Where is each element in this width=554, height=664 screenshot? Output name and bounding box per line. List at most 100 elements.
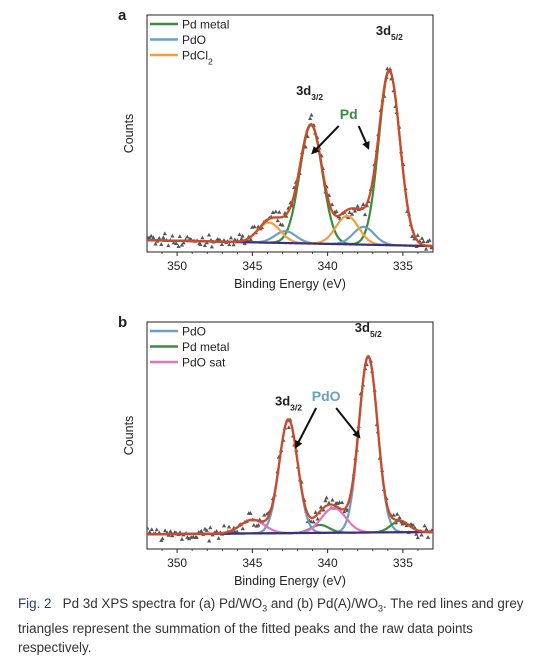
- annotation-sub: 5/2: [370, 329, 382, 339]
- raw-data-point: [256, 522, 261, 527]
- raw-data-point: [404, 523, 409, 528]
- x-tick-label: 345: [242, 556, 262, 570]
- annotation-pdo: PdO: [312, 388, 341, 404]
- raw-data-point: [308, 116, 313, 120]
- raw-data-point: [421, 239, 426, 244]
- raw-data-point: [414, 531, 419, 536]
- x-tick-label: 350: [167, 259, 187, 273]
- plot-frame: [146, 321, 434, 550]
- raw-data-point: [151, 235, 156, 240]
- raw-data-point: [226, 524, 232, 529]
- raw-data-point: [237, 232, 242, 237]
- raw-data-point: [286, 425, 291, 430]
- raw-data-point: [231, 242, 236, 247]
- annotation-sub: 3/2: [311, 92, 323, 102]
- caption-text-3: . The red lines and grey triangles repre…: [18, 596, 524, 655]
- raw-data-point: [323, 498, 328, 503]
- raw-data-point: [171, 240, 176, 245]
- raw-data-point: [275, 218, 280, 223]
- raw-data-point: [198, 242, 203, 246]
- annotation-sub: 5/2: [391, 32, 403, 42]
- raw-data-point: [149, 233, 154, 238]
- component-pd_metal-line: [147, 69, 433, 248]
- raw-data-point: [342, 509, 347, 514]
- y-axis-label: Counts: [122, 114, 136, 154]
- plot-frame: [146, 14, 434, 253]
- raw-data-point: [161, 235, 166, 240]
- raw-data-point: [179, 537, 185, 541]
- raw-data-point: [214, 528, 219, 533]
- raw-data-point: [422, 523, 427, 528]
- annotation-peak_3d32: 3d3/2: [296, 83, 323, 102]
- raw-data-point: [311, 519, 316, 524]
- raw-data-point: [159, 538, 164, 543]
- raw-data-point: [315, 516, 320, 521]
- raw-data-point: [194, 535, 199, 539]
- raw-data-point: [166, 243, 171, 248]
- raw-data-point: [309, 112, 314, 117]
- raw-data-point: [324, 495, 329, 500]
- raw-data-point: [228, 235, 234, 240]
- raw-data-point: [153, 241, 158, 246]
- raw-data-point: [262, 512, 267, 517]
- summation-line: [147, 68, 433, 248]
- arrow-right: [357, 125, 370, 150]
- arrow-left: [295, 407, 318, 449]
- raw-data-point: [177, 234, 182, 239]
- legend-label-pdo: PdO: [182, 33, 206, 47]
- xps-figure: a 350 345 340 335 Binding Energy (eV) Counts Pd…: [118, 7, 434, 588]
- raw-data-point: [179, 242, 185, 247]
- raw-data-point: [208, 525, 213, 530]
- legend-label-pdo: PdO: [182, 325, 206, 339]
- raw-data-point: [199, 528, 204, 533]
- raw-data-point: [157, 235, 162, 240]
- legend-label-pdo_sat: PdO sat: [182, 356, 226, 370]
- raw-data-point: [309, 519, 314, 524]
- annotation-sub: 3/2: [290, 403, 302, 413]
- raw-data-point: [154, 527, 159, 532]
- raw-data-point: [174, 241, 179, 246]
- raw-data-point: [273, 209, 278, 214]
- curves-group: [147, 66, 433, 251]
- panel-letter-b: b: [118, 314, 127, 331]
- raw-data-point: [419, 532, 424, 537]
- raw-data-point: [207, 538, 212, 543]
- raw-data-point: [159, 242, 164, 246]
- raw-data-point: [239, 236, 244, 241]
- annotation-pd: Pd: [340, 106, 358, 122]
- raw-data-point: [280, 222, 285, 227]
- raw-data-point: [160, 536, 165, 541]
- raw-data-point: [361, 202, 366, 206]
- raw-data-point: [329, 202, 335, 207]
- raw-data-point: [427, 238, 432, 242]
- panel-letter-a: a: [118, 7, 127, 24]
- raw-data-point: [216, 536, 221, 540]
- raw-data-point: [240, 526, 245, 531]
- component-pdo-line: [147, 355, 433, 536]
- raw-data-point: [147, 525, 150, 530]
- x-tick-label: 335: [393, 259, 413, 273]
- annotation-peak_3d52: 3d5/2: [376, 23, 403, 42]
- caption-sub-1: 3: [262, 603, 268, 614]
- summation-line: [147, 354, 433, 536]
- raw-data-point: [170, 233, 175, 238]
- raw-data-point: [248, 237, 253, 242]
- raw-data-point: [219, 242, 225, 247]
- raw-data-point: [340, 500, 345, 505]
- raw-data-point: [232, 237, 237, 242]
- raw-data-point: [191, 534, 196, 539]
- raw-data-point: [397, 515, 402, 520]
- raw-data-point: [321, 507, 326, 512]
- raw-data-point: [209, 244, 214, 249]
- x-tick-label: 345: [242, 259, 262, 273]
- raw-data-point: [391, 512, 396, 517]
- x-tick-label: 335: [393, 556, 413, 570]
- x-axis-label: Binding Energy (eV): [234, 277, 346, 291]
- chart-panel-b: b 350 345 340 335 Binding Energy (eV) Counts Pd…: [118, 314, 434, 588]
- caption-text-2: and (b) Pd(A)/WO: [267, 596, 379, 611]
- raw-data-point: [330, 497, 335, 502]
- raw-data-point: [410, 522, 416, 527]
- curves-group: [147, 354, 433, 543]
